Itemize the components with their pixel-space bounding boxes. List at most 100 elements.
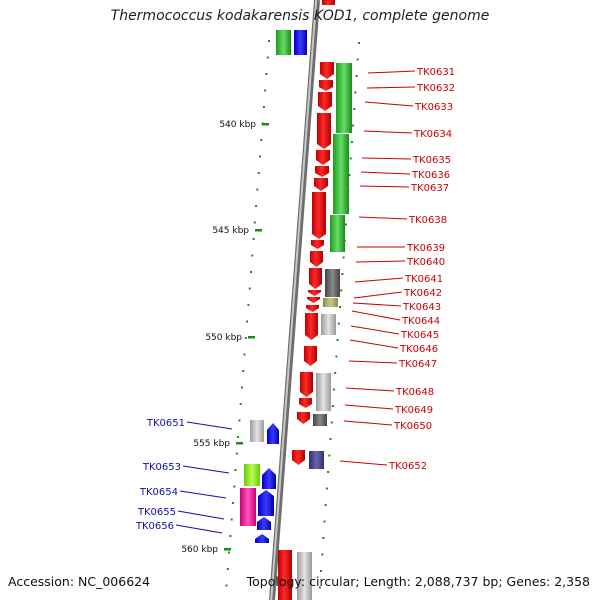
tick-dot — [327, 471, 330, 473]
gene-TK0641 — [309, 268, 322, 289]
gene-label-TK0654: TK0654 — [139, 487, 178, 498]
tick-dot — [331, 405, 334, 407]
label-leader-line — [343, 420, 393, 426]
label-leader-line — [350, 325, 400, 335]
tick-dot — [322, 537, 325, 539]
tick-dot — [226, 568, 229, 570]
gene-label-TK0633: TK0633 — [414, 102, 453, 113]
gene-block-green-1 — [336, 63, 352, 133]
genome-backbone — [269, 0, 320, 600]
tick-dot — [268, 40, 270, 42]
tick-dot — [259, 155, 261, 158]
gene-label-TK0635: TK0635 — [412, 155, 451, 166]
label-leader-line — [344, 404, 394, 410]
label-leader-line — [351, 310, 401, 321]
gene-label-TK0637: TK0637 — [410, 183, 449, 194]
tick-dot — [264, 89, 267, 92]
gene-TK0646 — [304, 346, 317, 366]
label-leader-line — [358, 216, 408, 220]
gene-label-TK0653: TK0653 — [142, 462, 181, 473]
gene-TK0632 — [319, 80, 333, 91]
tick-dot — [237, 436, 240, 438]
tick-dot — [229, 535, 232, 537]
tick-dot — [253, 221, 256, 224]
label-leader-line — [355, 260, 406, 263]
tick-dot — [260, 139, 263, 141]
gene-TK0645 — [305, 313, 318, 340]
tick-dot — [241, 386, 243, 389]
gene-block-gray-2 — [316, 373, 331, 411]
tick-dot — [329, 438, 332, 440]
gene-features — [240, 0, 352, 600]
gene-label-TK0643: TK0643 — [402, 302, 441, 313]
tick-dot — [352, 124, 355, 127]
gene-block-gray-bottom — [297, 552, 312, 600]
label-leader-line — [349, 339, 399, 349]
tick-dot — [266, 56, 269, 59]
label-leader-line — [367, 70, 416, 74]
tick-dot — [355, 75, 358, 77]
tick-dot — [251, 254, 254, 257]
tick-dot — [350, 141, 353, 143]
tick-dot — [344, 223, 347, 226]
gene-label-TK0642: TK0642 — [403, 288, 442, 299]
gene-label-TK0631: TK0631 — [416, 67, 455, 78]
gene-block-gray-left — [250, 420, 264, 442]
gene-block-navy — [309, 451, 324, 469]
tick-dot — [235, 452, 238, 455]
gene-block-gray-1 — [321, 314, 336, 335]
tick-dot — [244, 337, 247, 339]
tick-dot — [348, 174, 351, 176]
tick-dot — [335, 355, 338, 358]
gene-label-TK0644: TK0644 — [401, 316, 440, 327]
scale-ruler: 540 kbp 545 kbp 550 kbp 555 kbp 560 kbp — [181, 120, 269, 555]
gene-block-green-2 — [333, 134, 349, 214]
tick-dot — [321, 553, 324, 556]
gene-TK0643 — [307, 297, 320, 303]
tick-dot — [339, 306, 341, 308]
gene-block-magenta — [240, 488, 256, 526]
outer-tick-dots — [225, 40, 360, 589]
gene-label-TK0651: TK0651 — [146, 418, 185, 429]
tick-dot — [262, 106, 265, 108]
scale-tick — [248, 336, 255, 339]
scale-label: 550 kbp — [205, 333, 242, 343]
label-leader-line — [182, 465, 230, 474]
scale-tick — [262, 123, 269, 126]
gene-labels-left: TK0651 TK0653 TK0654 TK0655 TK0656 — [135, 418, 233, 534]
tick-dot — [247, 304, 250, 306]
tick-dot — [325, 487, 328, 490]
label-leader-line — [177, 510, 225, 520]
label-leader-line — [361, 157, 412, 160]
scale-tick — [224, 548, 231, 551]
tick-dot — [252, 238, 255, 240]
label-leader-line — [363, 130, 413, 134]
gene-label-TK0639: TK0639 — [406, 243, 445, 254]
gene-TK0652 — [292, 450, 305, 465]
tick-dot — [238, 419, 241, 422]
gene-TK0638 — [312, 192, 326, 239]
gene-TK0649 — [299, 398, 312, 408]
tick-dot — [328, 454, 331, 457]
gene-label-TK0645: TK0645 — [400, 330, 439, 341]
page-title: Thermococcus kodakarensis KOD1, complete… — [110, 8, 490, 24]
tick-dot — [330, 421, 333, 424]
label-leader-line — [360, 171, 411, 175]
gene-TK0639 — [311, 240, 324, 249]
label-leader-line — [345, 387, 395, 392]
gene-TK0644 — [306, 305, 319, 312]
gene-TK0655 — [257, 517, 271, 530]
gene-label-TK0656: TK0656 — [135, 521, 174, 532]
gene-TK0653 — [262, 468, 276, 489]
tick-dot — [239, 403, 242, 405]
tick-dot — [230, 518, 233, 521]
gene-label-TK0655: TK0655 — [137, 507, 176, 518]
tick-dot — [248, 287, 251, 290]
gene-TK0651 — [267, 423, 279, 444]
tick-dot — [340, 289, 343, 292]
gene-block-red-bottom — [278, 550, 292, 600]
tick-dot — [349, 157, 352, 160]
gene-label-TK0646: TK0646 — [399, 344, 438, 355]
tick-dot — [257, 172, 260, 174]
